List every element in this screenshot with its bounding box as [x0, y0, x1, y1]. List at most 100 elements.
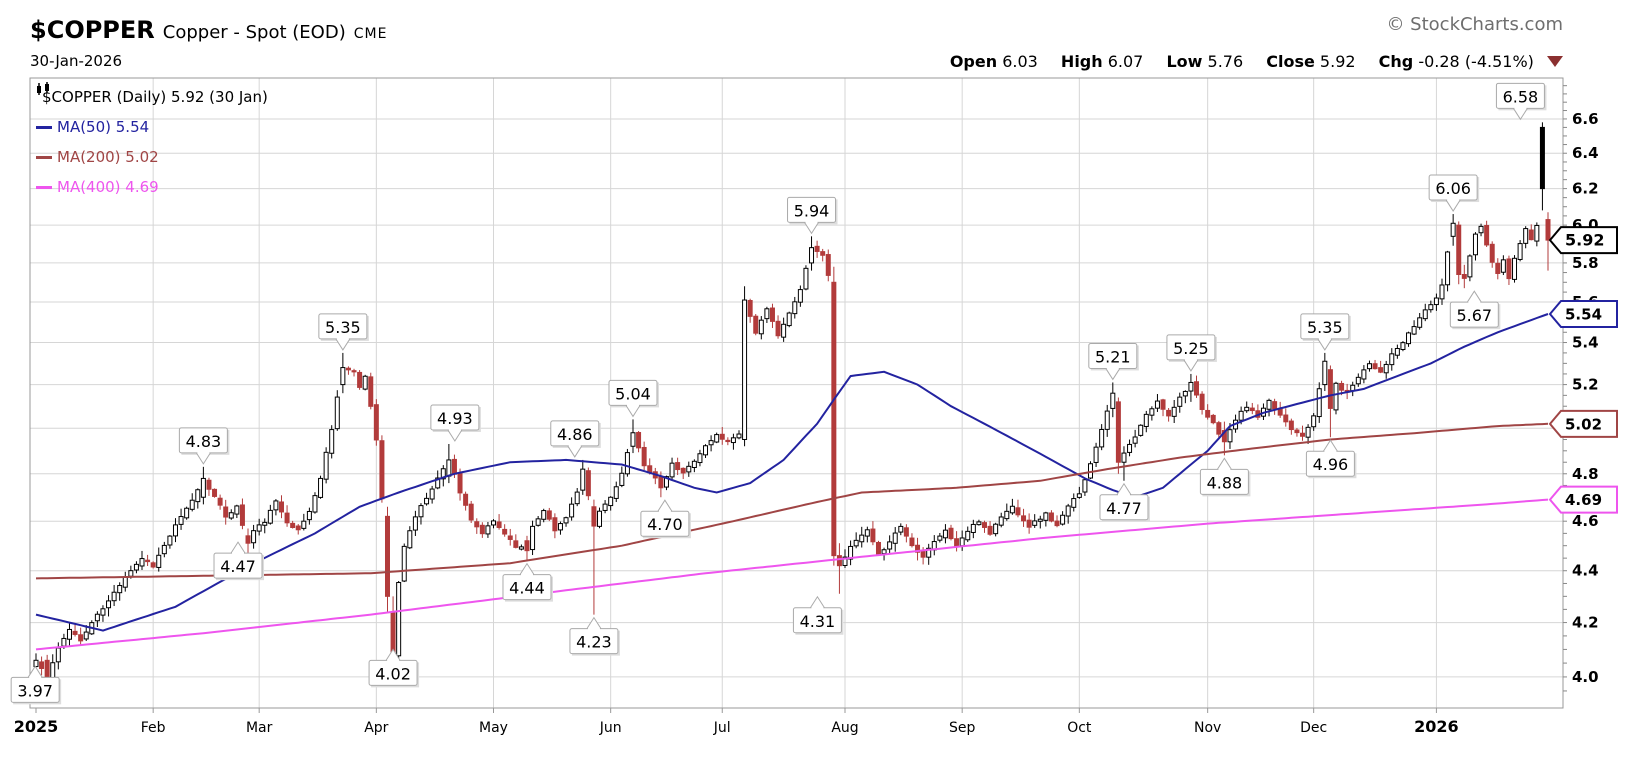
annotation-4.02: 4.02 [368, 648, 420, 688]
candle [357, 370, 363, 390]
candle [33, 653, 39, 669]
candle [1534, 222, 1540, 247]
x-tick-label: 2026 [1414, 717, 1459, 736]
candle [195, 488, 201, 509]
candle [1065, 503, 1071, 524]
candle [161, 541, 167, 558]
candle [1166, 407, 1172, 422]
candle [580, 459, 586, 495]
candle [1512, 255, 1518, 283]
candle [803, 265, 809, 291]
svg-text:4.02: 4.02 [375, 664, 411, 683]
candle [83, 625, 89, 642]
candle [1489, 241, 1495, 268]
candle [965, 526, 971, 543]
candle [1104, 404, 1110, 437]
candle [725, 437, 731, 446]
candle [1355, 373, 1361, 387]
axis-price-markers: 5.92 5.54 5.02 4.69 [1548, 226, 1618, 514]
svg-text:5.67: 5.67 [1456, 306, 1492, 325]
x-tick-label: Apr [364, 720, 388, 736]
candle [1138, 424, 1144, 437]
candle [708, 435, 714, 452]
candle [1188, 373, 1194, 402]
candle [853, 532, 859, 549]
candle [686, 461, 692, 477]
annotation-5.25: 5.25 [1166, 334, 1217, 372]
candle [1194, 375, 1200, 398]
candle [251, 524, 257, 549]
legend-ma200-row: MA(200) 5.02 [36, 142, 268, 172]
candle [541, 508, 547, 523]
candle [563, 516, 569, 527]
svg-text:4.47: 4.47 [220, 557, 256, 576]
annotation-3.97: 3.97 [10, 665, 62, 705]
candle [1411, 320, 1417, 336]
x-axis-labels: 2025 Feb Mar Apr May Jun Jul Aug Sep Oct Nov Dec 202… [14, 708, 1459, 736]
candle [1383, 360, 1389, 379]
ma200-line [35, 422, 1549, 580]
candle [753, 314, 759, 336]
candle [546, 507, 552, 522]
candle [1378, 360, 1384, 374]
candle [318, 475, 324, 499]
candle [345, 366, 351, 375]
candle [669, 457, 675, 481]
candle [1478, 223, 1484, 237]
candle [139, 550, 145, 571]
candle [758, 316, 764, 340]
candle [981, 520, 987, 533]
exchange-label: CME [353, 26, 388, 42]
candle [496, 514, 502, 530]
candle [245, 528, 251, 554]
legend-ma200-label: MA(200) 5.02 [57, 148, 159, 166]
x-tick-label: Oct [1067, 720, 1092, 736]
candle [1283, 408, 1289, 427]
svg-text:4.44: 4.44 [509, 579, 545, 598]
candle [1288, 418, 1294, 435]
annotation-4.83: 4.83 [178, 427, 230, 465]
close-value: 5.92 [1319, 52, 1356, 71]
candle [513, 534, 519, 549]
candle [301, 513, 307, 531]
legend-ma400-label: MA(400) 4.69 [57, 178, 159, 196]
candle [1132, 429, 1138, 448]
candle [1523, 226, 1529, 249]
y-axis-minor-ticks [1563, 85, 1567, 692]
candle [931, 535, 937, 556]
candle [1210, 413, 1216, 425]
open-label: Open [949, 52, 998, 71]
candle [1099, 424, 1105, 451]
candle [864, 526, 870, 543]
axis-marker-5.92: 5.92 [1548, 226, 1618, 255]
candle [870, 521, 876, 546]
candle [1439, 278, 1445, 305]
candle [1389, 348, 1395, 371]
candle [591, 499, 597, 615]
candle [156, 547, 162, 572]
y-axis-labels: 4.04.24.44.64.85.05.25.45.65.86.06.26.46… [1572, 110, 1599, 686]
candle [775, 315, 781, 339]
candle [948, 524, 954, 541]
candle [1450, 214, 1456, 246]
candle [1177, 392, 1183, 413]
candle [1311, 413, 1317, 431]
candle [1467, 254, 1473, 282]
candle [418, 503, 424, 525]
y-tick-label: 6.2 [1572, 180, 1599, 198]
candle [1277, 401, 1283, 418]
candle [262, 518, 268, 534]
candle [1406, 331, 1412, 347]
candle [1272, 398, 1278, 415]
annotation-5.35: 5.35 [318, 313, 369, 351]
candle [652, 467, 658, 485]
candle [373, 399, 379, 446]
candle [820, 248, 826, 262]
y-tick-label: 6.4 [1572, 144, 1599, 162]
candle [295, 524, 301, 535]
candle [703, 444, 709, 458]
candle [831, 266, 837, 566]
candle [1060, 511, 1066, 526]
low-value: 5.76 [1207, 52, 1244, 71]
annotation-6.06: 6.06 [1428, 174, 1480, 212]
